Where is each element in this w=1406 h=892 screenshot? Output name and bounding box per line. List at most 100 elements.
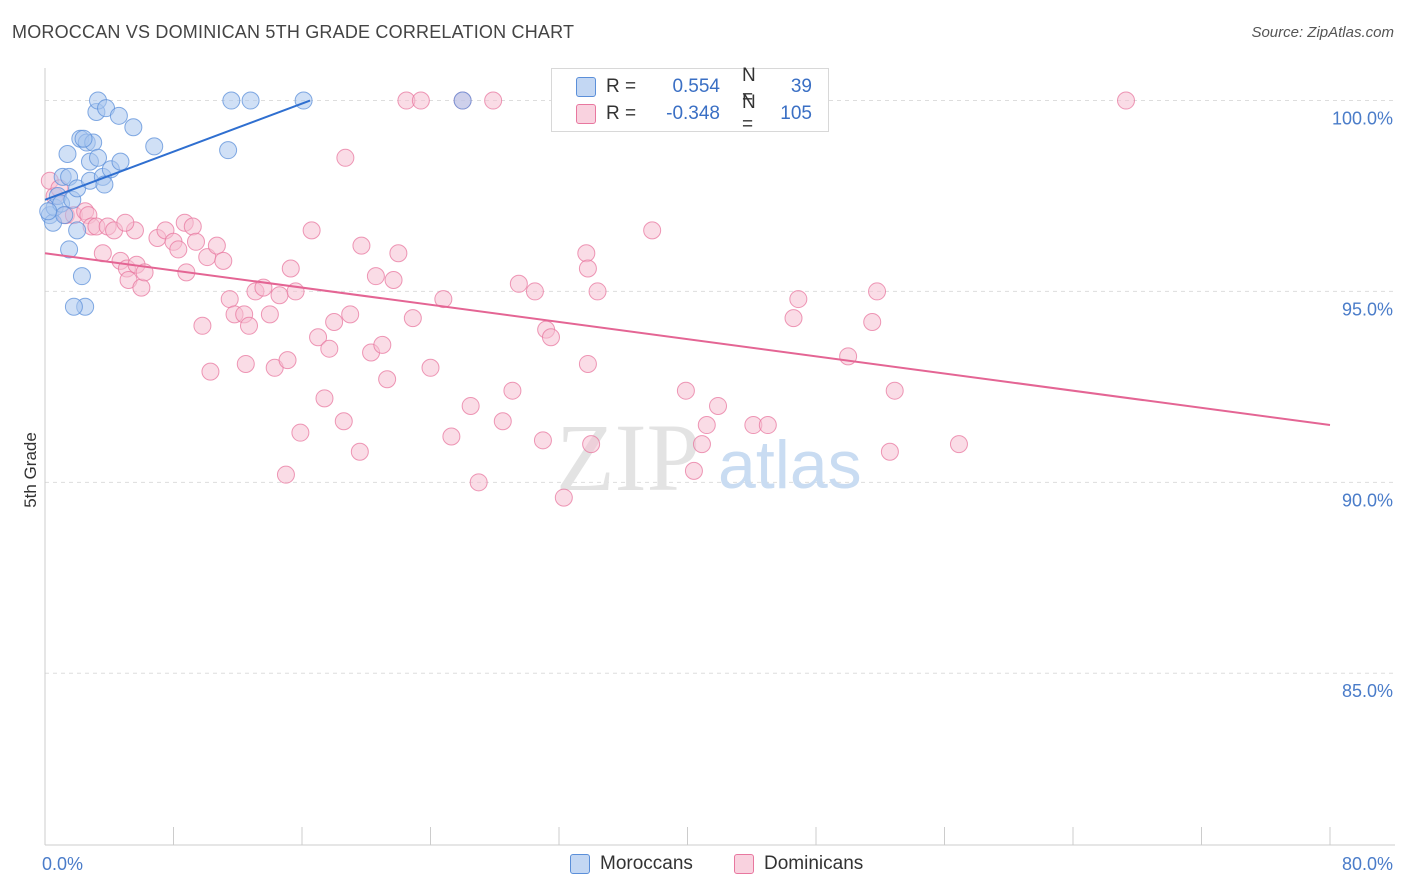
dominicans-swatch xyxy=(734,854,754,874)
dominican-point xyxy=(403,309,422,328)
r-label: R = xyxy=(606,76,637,97)
dominican-point xyxy=(541,328,560,347)
dominican-point xyxy=(509,274,528,293)
moroccan-point xyxy=(241,91,260,110)
moroccan-point xyxy=(64,297,83,316)
moroccan-trend-line xyxy=(44,99,311,201)
dominican-point xyxy=(709,396,728,415)
n-value: 39 xyxy=(790,76,812,97)
moroccan-point xyxy=(72,267,91,286)
x-tick-label: 0.0% xyxy=(42,854,83,874)
y-tick-label: 90.0% xyxy=(1342,490,1393,510)
moroccan-point xyxy=(124,118,143,137)
moroccan-point xyxy=(219,141,238,160)
source-label: Source: ZipAtlas.com xyxy=(1251,24,1394,41)
dominican-point xyxy=(384,270,403,289)
trend-lines xyxy=(44,99,1331,427)
dominican-point xyxy=(434,290,453,309)
dominican-point xyxy=(411,91,430,110)
dominican-point xyxy=(442,427,461,446)
legend-row-moroccans: R = 0.554 N = 39 xyxy=(576,65,812,108)
watermark: ZIP atlas xyxy=(556,404,862,511)
moroccan-point xyxy=(68,221,87,240)
dominican-point xyxy=(276,465,295,484)
moroccan-point xyxy=(222,91,241,110)
watermark-zip: ZIP xyxy=(556,404,700,511)
y-tick-labels: 100.0% 95.0% 90.0% 85.0% xyxy=(1332,109,1393,702)
dominican-point xyxy=(421,358,440,377)
moroccan-point xyxy=(60,240,79,259)
dominican-point xyxy=(341,305,360,324)
y-axis-label: 5th Grade xyxy=(21,432,40,508)
dominican-point xyxy=(336,148,355,167)
dominican-point xyxy=(320,339,339,358)
dominican-point xyxy=(207,236,226,255)
dominican-point xyxy=(169,240,188,259)
dominican-point xyxy=(758,416,777,435)
r-value: 0.554 xyxy=(672,76,720,97)
dominican-point xyxy=(885,381,904,400)
dominican-point xyxy=(692,435,711,454)
dominican-point xyxy=(461,396,480,415)
y-tick-label: 85.0% xyxy=(1342,681,1393,701)
r-value: -0.348 xyxy=(666,103,720,124)
moroccan-point xyxy=(145,137,164,156)
dominican-point xyxy=(366,267,385,286)
moroccan-point xyxy=(55,206,74,225)
dominican-point xyxy=(325,312,344,331)
dominican-point xyxy=(389,244,408,263)
dominican-point xyxy=(484,91,503,110)
dominican-point xyxy=(469,473,488,492)
dominican-point xyxy=(334,412,353,431)
moroccan-point xyxy=(109,106,128,125)
dominican-point xyxy=(302,221,321,240)
dominican-point xyxy=(503,381,522,400)
dominican-point xyxy=(697,416,716,435)
x-tick-label: 80.0% xyxy=(1342,854,1393,874)
dominican-point xyxy=(1117,91,1136,110)
dominican-point xyxy=(214,251,233,270)
dominican-point xyxy=(533,431,552,450)
dominican-point xyxy=(220,290,239,309)
moroccan-point xyxy=(89,148,108,167)
moroccans-swatch xyxy=(576,77,596,97)
dominican-point xyxy=(554,488,573,507)
y-tick-label: 95.0% xyxy=(1342,299,1393,319)
dominican-point xyxy=(676,381,695,400)
dominican-point xyxy=(350,442,369,461)
dominican-point xyxy=(278,351,297,370)
correlation-legend: R = 0.554 N = 39 R = -0.348 N = 105 xyxy=(551,65,829,135)
moroccan-point xyxy=(111,152,130,171)
dominican-point xyxy=(578,259,597,278)
dominican-point xyxy=(291,423,310,442)
dominican-point xyxy=(352,236,371,255)
grid-lines xyxy=(45,100,1395,674)
dominican-point xyxy=(260,305,279,324)
dominican-point xyxy=(378,370,397,389)
dominican-point xyxy=(132,278,151,297)
dominican-point xyxy=(578,354,597,373)
dominican-point xyxy=(239,316,258,335)
dominican-point xyxy=(315,389,334,408)
dominican-point xyxy=(183,217,202,236)
dominican-point xyxy=(270,286,289,305)
dominican-point xyxy=(863,312,882,331)
dominican-point xyxy=(789,290,808,309)
dominican-point xyxy=(525,282,544,301)
legend-item-moroccans[interactable]: Moroccans xyxy=(570,852,693,876)
n-value: 105 xyxy=(780,103,812,124)
legend-item-dominicans[interactable]: Dominicans xyxy=(734,852,863,876)
dominican-point xyxy=(582,435,601,454)
moroccan-point xyxy=(95,175,114,194)
dominican-point xyxy=(577,244,596,263)
dominican-point xyxy=(281,259,300,278)
moroccan-point xyxy=(58,144,77,163)
dominican-point xyxy=(880,442,899,461)
dominican-point xyxy=(373,335,392,354)
r-label: R = xyxy=(606,103,637,124)
legend-row-dominicans: R = -0.348 N = 105 xyxy=(576,92,812,135)
dominican-point xyxy=(116,213,135,232)
moroccans-swatch xyxy=(570,854,590,874)
n-label: N = xyxy=(742,92,756,135)
dominican-point xyxy=(309,328,328,347)
